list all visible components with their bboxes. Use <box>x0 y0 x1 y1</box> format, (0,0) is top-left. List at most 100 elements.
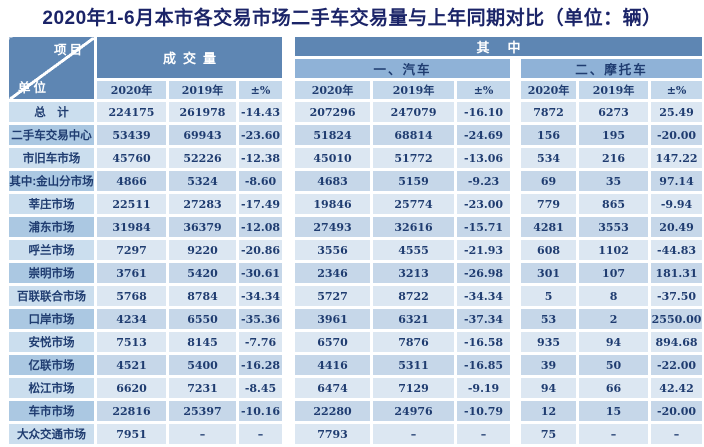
cell-value: 19846 <box>292 191 374 217</box>
header-volume-2019: 2019年 <box>166 78 239 102</box>
cell-value: 894.68 <box>648 329 704 355</box>
cell-value: -23.60 <box>235 122 286 148</box>
cell-value: – <box>454 421 514 447</box>
cell-value: 6321 <box>370 306 458 332</box>
cell-value: -20.00 <box>648 122 704 148</box>
cell-value: -26.98 <box>454 260 514 286</box>
cell-value: 52226 <box>166 145 239 171</box>
cell-value: 4555 <box>370 237 458 263</box>
column-gap <box>283 353 294 377</box>
column-gap <box>283 376 294 400</box>
header-row-subgroups: 一、汽车 二、摩托车 <box>8 56 704 81</box>
column-gap <box>511 307 520 331</box>
cell-value: 53439 <box>94 122 169 148</box>
header-among-group: 其中 <box>292 34 704 59</box>
cell-value: 36379 <box>166 214 239 240</box>
cell-value: 4234 <box>94 306 169 332</box>
table-row: 亿联市场 4521 5400 -16.28 4416 5311 -16.85 3… <box>6 352 704 378</box>
corner-label-item: 项目 <box>53 43 85 57</box>
cell-value: 865 <box>576 191 652 217</box>
cell-value: -12.38 <box>235 145 286 171</box>
column-gap <box>511 57 520 80</box>
cell-value: 35 <box>576 168 652 194</box>
cell-value: 69943 <box>166 122 239 148</box>
cell-value: -34.34 <box>454 283 514 309</box>
cell-value: 5420 <box>166 260 239 286</box>
cell-value: 31984 <box>94 214 169 240</box>
cell-value: 195 <box>576 122 652 148</box>
cell-value: 7876 <box>370 329 458 355</box>
cell-value: 7129 <box>370 375 458 401</box>
cell-value: 5400 <box>166 352 239 378</box>
column-gap <box>511 238 520 262</box>
cell-value: -21.93 <box>454 237 514 263</box>
cell-value: 147.22 <box>648 145 704 171</box>
header-moto-pct: ±% <box>648 78 704 102</box>
cell-value: 3556 <box>292 237 374 263</box>
row-label: 呼兰市场 <box>6 237 97 263</box>
table-row: 口岸市场 4234 6550 -35.36 3961 6321 -37.34 5… <box>6 306 704 332</box>
cell-value: -30.61 <box>235 260 286 286</box>
header-car-2020: 2020年 <box>292 78 374 102</box>
cell-value: 50 <box>576 352 652 378</box>
cell-value: 94 <box>518 375 580 401</box>
cell-value: 8722 <box>370 283 458 309</box>
row-label: 市旧车市场 <box>6 145 97 171</box>
data-table: 项目 单位 成交量 其中 一、汽车 二、摩托车 2020年 2019年 ±% 2… <box>6 34 704 447</box>
cell-value: -8.45 <box>235 375 286 401</box>
cell-value: -20.00 <box>648 398 704 424</box>
cell-value: 6273 <box>576 99 652 125</box>
cell-value: 156 <box>518 122 580 148</box>
header-moto-2019: 2019年 <box>576 78 652 102</box>
cell-value: -37.34 <box>454 306 514 332</box>
cell-value: -16.85 <box>454 352 514 378</box>
cell-value: 5324 <box>166 168 239 194</box>
cell-value: 301 <box>518 260 580 286</box>
cell-value: 27283 <box>166 191 239 217</box>
cell-value: 7793 <box>292 421 374 447</box>
cell-value: 8 <box>576 283 652 309</box>
column-gap <box>283 123 294 147</box>
column-gap <box>283 35 294 101</box>
column-gap <box>283 146 294 170</box>
row-label: 亿联市场 <box>6 352 97 378</box>
header-volume-2020: 2020年 <box>94 78 169 102</box>
cell-value: 7231 <box>166 375 239 401</box>
cell-value: 5311 <box>370 352 458 378</box>
row-label: 莘庄市场 <box>6 191 97 217</box>
cell-value: 6570 <box>292 329 374 355</box>
column-gap <box>511 261 520 285</box>
cell-value: -34.34 <box>235 283 286 309</box>
cell-value: -7.76 <box>235 329 286 355</box>
table-row: 总 计 224175 261978 -14.43 207296 247079 -… <box>6 99 704 125</box>
cell-value: -20.86 <box>235 237 286 263</box>
table-header: 项目 单位 成交量 其中 一、汽车 二、摩托车 2020年 2019年 ±% 2… <box>6 34 704 102</box>
cell-value: 4866 <box>94 168 169 194</box>
cell-value: -22.00 <box>648 352 704 378</box>
cell-value: 3553 <box>576 214 652 240</box>
column-gap <box>511 330 520 354</box>
column-gap <box>511 79 520 101</box>
cell-value: 27493 <box>292 214 374 240</box>
row-label: 百联联合市场 <box>6 283 97 309</box>
table-row: 安悦市场 7513 8145 -7.76 6570 7876 -16.58 93… <box>6 329 704 355</box>
table-row: 松江市场 6620 7231 -8.45 6474 7129 -9.19 94 … <box>6 375 704 401</box>
cell-value: 69 <box>518 168 580 194</box>
cell-value: 779 <box>518 191 580 217</box>
column-gap <box>283 284 294 308</box>
column-gap <box>511 376 520 400</box>
cell-value: 534 <box>518 145 580 171</box>
cell-value: 24976 <box>370 398 458 424</box>
cell-value: -16.58 <box>454 329 514 355</box>
column-gap <box>283 422 294 446</box>
column-gap <box>511 422 520 446</box>
row-label: 其中:金山分市场 <box>6 168 97 194</box>
cell-value: 32616 <box>370 214 458 240</box>
table-row: 二手车交易中心 53439 69943 -23.60 51824 68814 -… <box>6 122 704 148</box>
column-gap <box>283 307 294 331</box>
cell-value: 53 <box>518 306 580 332</box>
row-label: 口岸市场 <box>6 306 97 332</box>
column-gap <box>283 399 294 423</box>
cell-value: 7297 <box>94 237 169 263</box>
table-row: 呼兰市场 7297 9220 -20.86 3556 4555 -21.93 6… <box>6 237 704 263</box>
